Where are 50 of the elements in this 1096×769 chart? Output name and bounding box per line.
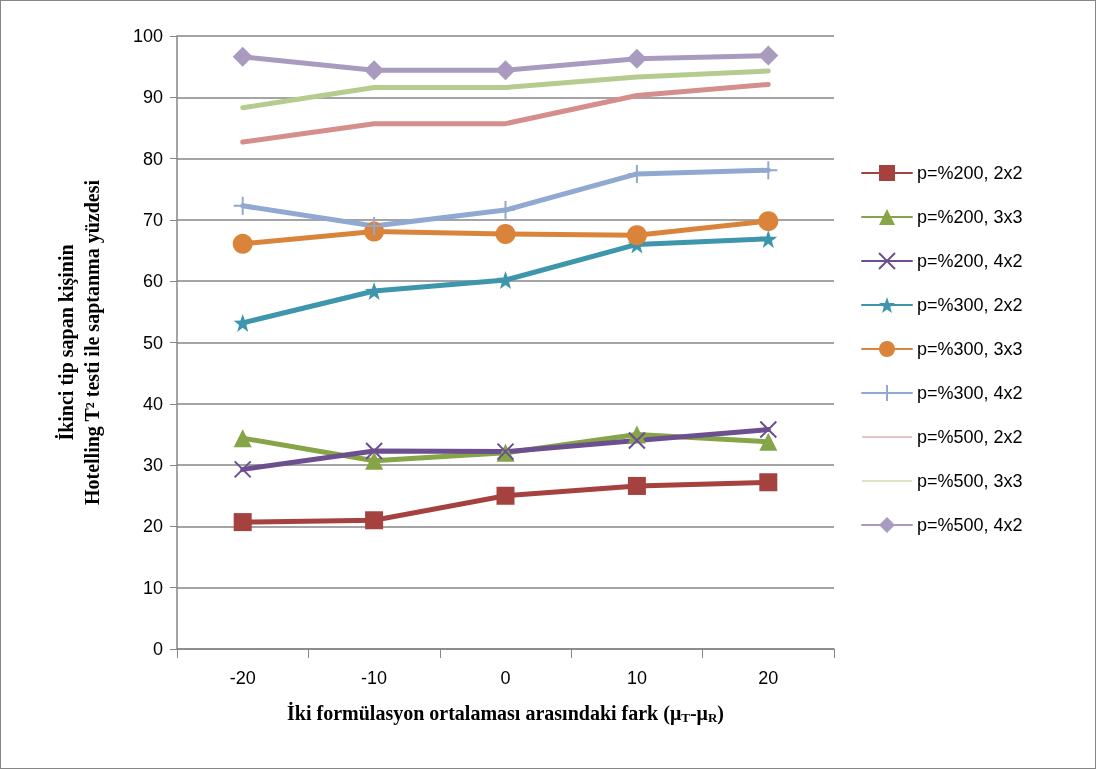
point [232, 233, 253, 254]
point [759, 420, 778, 439]
legend-label: p=%300, 3x3 [917, 339, 1023, 359]
point [758, 211, 779, 232]
y-tick-label: 100 [132, 26, 163, 46]
legend-label: p=%200, 4x2 [917, 251, 1023, 271]
point [627, 476, 646, 495]
legend-label: p=%200, 2x2 [917, 163, 1023, 183]
point [364, 60, 385, 81]
point [364, 216, 385, 237]
y-tick-label: 60 [142, 271, 163, 292]
point [759, 473, 778, 492]
y-tick-label: 30 [142, 455, 163, 476]
legend-label: p=%300, 2x2 [917, 295, 1023, 315]
y-tick-label: 40 [142, 393, 163, 414]
y-axis-title: İkinci tip sapan kişinin Hotelling T² testi ile saptanma yüzdesi [54, 179, 104, 506]
point [627, 431, 646, 450]
point [758, 45, 779, 66]
point [759, 432, 778, 451]
x-tick-label: 20 [758, 668, 779, 688]
point [232, 195, 253, 216]
point [365, 442, 384, 460]
point [495, 60, 516, 81]
x-tick-label: 0 [500, 668, 511, 688]
point [233, 460, 252, 479]
point [496, 486, 515, 505]
point [365, 511, 384, 530]
y-tick-label: 70 [142, 209, 163, 230]
point [626, 48, 647, 69]
x-tick-label: -10 [361, 668, 388, 688]
point [233, 513, 252, 532]
point [626, 225, 647, 246]
y-tick-label: 10 [142, 577, 163, 598]
y-tick-label: 20 [142, 516, 163, 537]
legend-label: p=%500, 4x2 [917, 515, 1023, 535]
point [233, 429, 252, 448]
point [495, 224, 516, 244]
legend-label: p=%200, 3x3 [917, 207, 1023, 227]
legend-label: p=%500, 2x2 [917, 427, 1023, 447]
y-tick-label: 90 [142, 87, 163, 108]
y-tick-label: 0 [152, 639, 163, 659]
point [365, 451, 384, 470]
point [759, 229, 778, 248]
y-tick-label: 80 [142, 148, 163, 169]
y-tick-label: 50 [142, 332, 163, 353]
x-tick-label: 10 [626, 668, 647, 688]
point [232, 46, 253, 67]
x-tick-label: -20 [229, 668, 256, 688]
legend-label: p=%300, 4x2 [917, 383, 1023, 403]
legend-label: p=%500, 3x3 [917, 471, 1023, 491]
